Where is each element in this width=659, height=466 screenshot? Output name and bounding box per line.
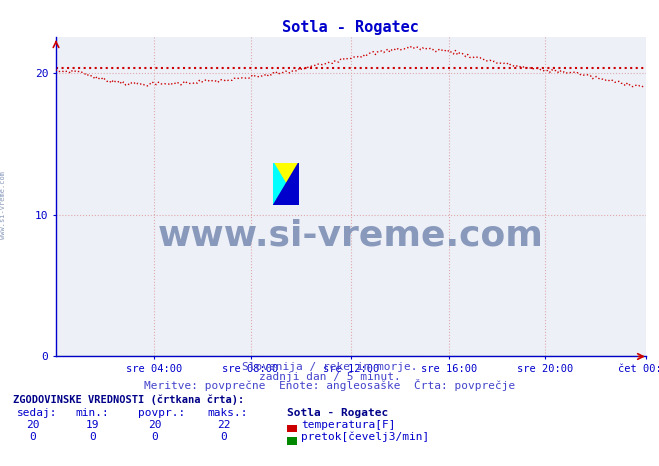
Text: pretok[čevelj3/min]: pretok[čevelj3/min] [301,432,430,442]
Text: povpr.:: povpr.: [138,408,186,418]
Text: Sotla - Rogatec: Sotla - Rogatec [287,408,388,418]
Text: 19: 19 [86,420,99,430]
Text: 0: 0 [152,432,158,442]
Text: 0: 0 [89,432,96,442]
Text: www.si-vreme.com: www.si-vreme.com [0,171,7,239]
Polygon shape [273,163,299,205]
Text: temperatura[F]: temperatura[F] [301,420,395,430]
Text: 0: 0 [30,432,36,442]
Text: Meritve: povprečne  Enote: angleosaške  Črta: povprečje: Meritve: povprečne Enote: angleosaške Čr… [144,379,515,391]
Title: Sotla - Rogatec: Sotla - Rogatec [283,20,419,35]
Text: 20: 20 [26,420,40,430]
Text: www.si-vreme.com: www.si-vreme.com [158,218,544,252]
Polygon shape [273,163,299,205]
Text: sedaj:: sedaj: [16,408,57,418]
Text: Slovenija / reke in morje.: Slovenija / reke in morje. [242,363,417,372]
Text: ZGODOVINSKE VREDNOSTI (črtkana črta):: ZGODOVINSKE VREDNOSTI (črtkana črta): [13,395,244,405]
Text: 22: 22 [217,420,231,430]
Text: min.:: min.: [76,408,109,418]
Text: maks.:: maks.: [208,408,248,418]
Text: zadnji dan / 5 minut.: zadnji dan / 5 minut. [258,372,401,382]
Polygon shape [273,163,299,205]
Text: 20: 20 [148,420,161,430]
Text: 0: 0 [221,432,227,442]
